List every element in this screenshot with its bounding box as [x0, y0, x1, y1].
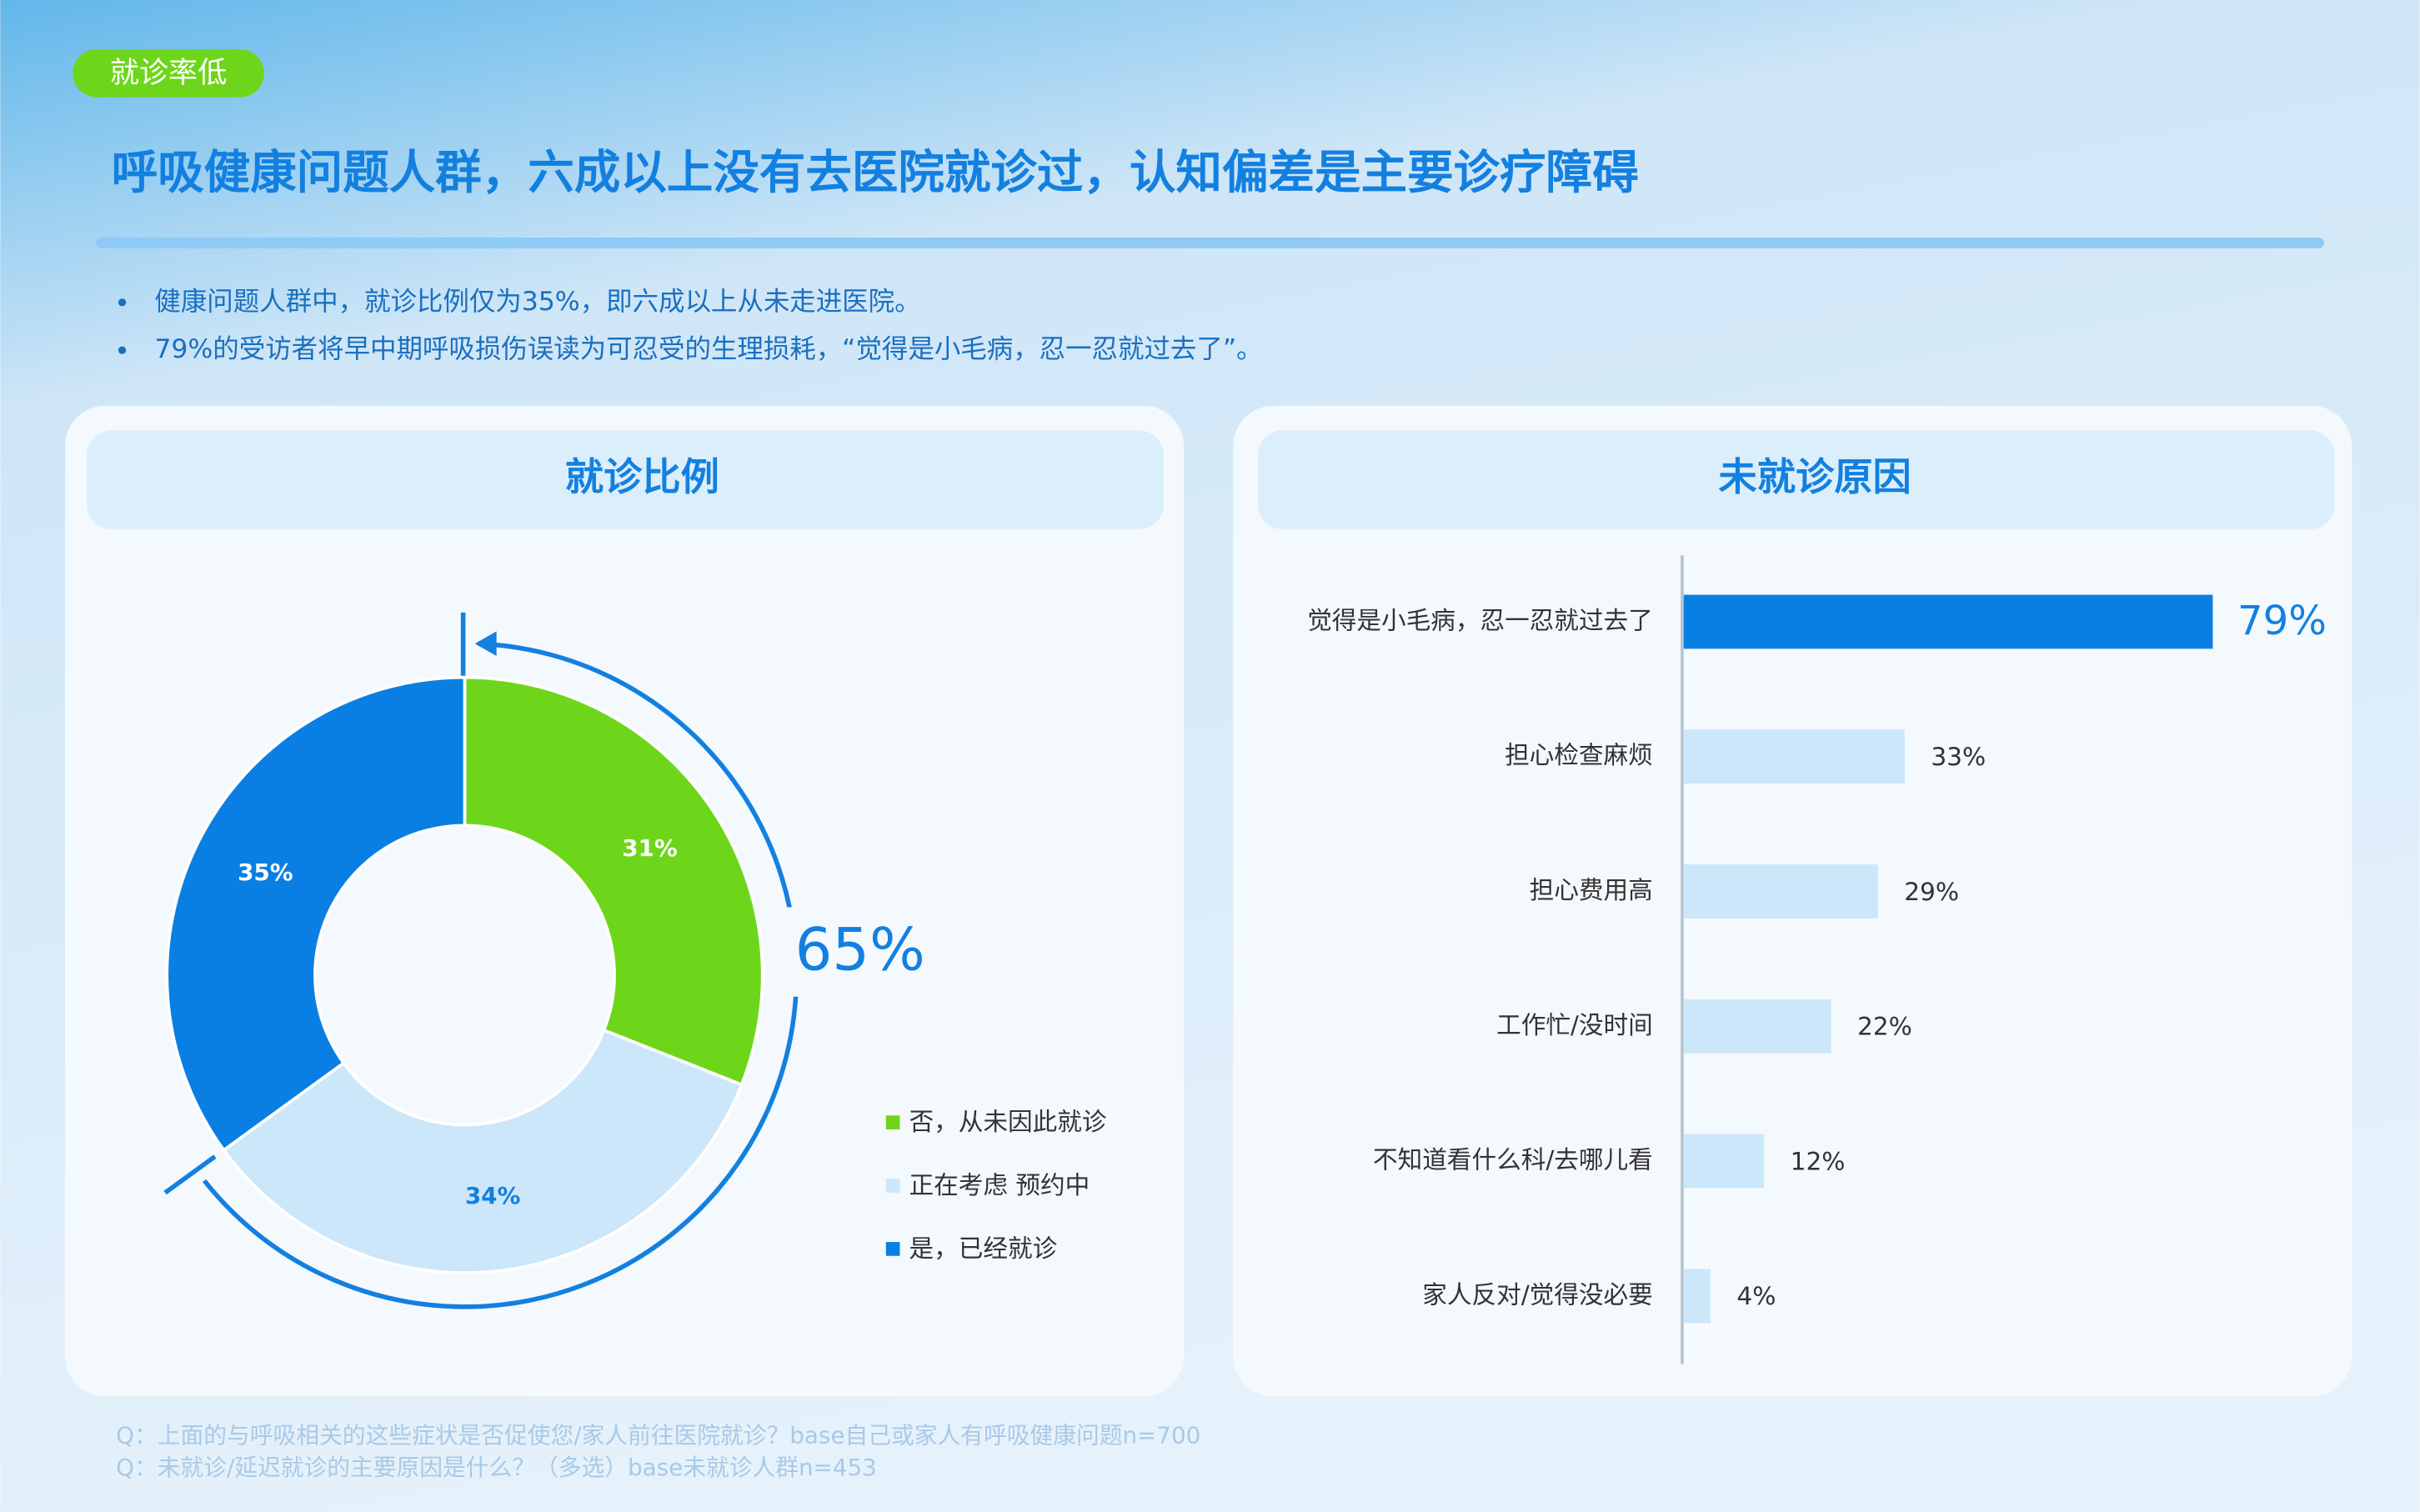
footnote: Q：上面的与呼吸相关的这些症状是否促使您/家人前往医院就诊？base自己或家人有…: [116, 1421, 1200, 1449]
legend-label: 否，从未因此就诊: [909, 1108, 1107, 1136]
bullet-dot: [118, 346, 127, 354]
bullet: 79%的受访者将早中期呼吸损伤误读为可忍受的生理损耗，“觉得是小毛病，忍一忍就过…: [154, 334, 1262, 364]
legend-swatch: [885, 1242, 900, 1256]
data-label: 31%: [622, 834, 677, 862]
arrow-head: [474, 631, 497, 657]
data-label: 33%: [1931, 743, 1986, 771]
legend-swatch: [885, 1179, 900, 1193]
tag: 就诊率低: [110, 56, 228, 90]
legend-label: 正在考虑 预约中: [909, 1171, 1090, 1199]
category-label: 不知道看什么科/去哪儿看: [1373, 1146, 1653, 1174]
chart-title: 未就诊原因: [1718, 454, 1911, 499]
bar: [1683, 1269, 1711, 1324]
annotation-bg: [787, 907, 988, 997]
panel-header: [1257, 430, 2335, 529]
data-label: 34%: [465, 1182, 520, 1209]
category-label: 工作忙/没时间: [1496, 1011, 1653, 1039]
title-rule: [96, 238, 2324, 249]
category-label: 担心检查麻烦: [1505, 741, 1653, 769]
bracket-arc: [202, 641, 799, 1309]
bracket-tick: [163, 1154, 217, 1195]
bar: [1683, 594, 2213, 649]
category-label: 担心费用高: [1530, 876, 1653, 904]
data-label: 79%: [2237, 598, 2327, 644]
data-label: 29%: [1904, 878, 1959, 906]
category-label: 觉得是小毛病，忍一忍就过去了: [1307, 606, 1653, 634]
donut-slice: [221, 1028, 744, 1274]
chart-title: 就诊比例: [565, 454, 719, 499]
donut-slice: [463, 675, 764, 1087]
legend-swatch: [885, 1115, 900, 1129]
data-label: 12%: [1791, 1147, 1846, 1175]
title: 呼吸健康问题人群，六成以上没有去医院就诊过，认知偏差是主要诊疗障碍: [112, 146, 1639, 200]
bar: [1683, 864, 1878, 919]
data-label: 22%: [1857, 1013, 1912, 1041]
data-label: 35%: [238, 859, 293, 886]
bar: [1683, 729, 1905, 784]
data-label: 4%: [1736, 1282, 1776, 1310]
tag-pill: [73, 49, 264, 98]
footnote: Q：未就诊/延迟就诊的主要原因是什么？（多选）base未就诊人群n=453: [116, 1454, 877, 1481]
category-label: 家人反对/觉得没必要: [1422, 1280, 1652, 1309]
annotation: 65%: [795, 915, 925, 984]
bullet-dot: [118, 298, 127, 307]
legend-label: 是，已经就诊: [909, 1234, 1058, 1263]
bar: [1683, 1134, 1765, 1189]
panel-header: [86, 430, 1164, 529]
bar: [1683, 999, 1831, 1054]
donut-slice: [165, 675, 467, 1153]
bullet: 健康问题人群中，就诊比例仅为35%，即六成以上从未走进医院。: [154, 287, 920, 317]
